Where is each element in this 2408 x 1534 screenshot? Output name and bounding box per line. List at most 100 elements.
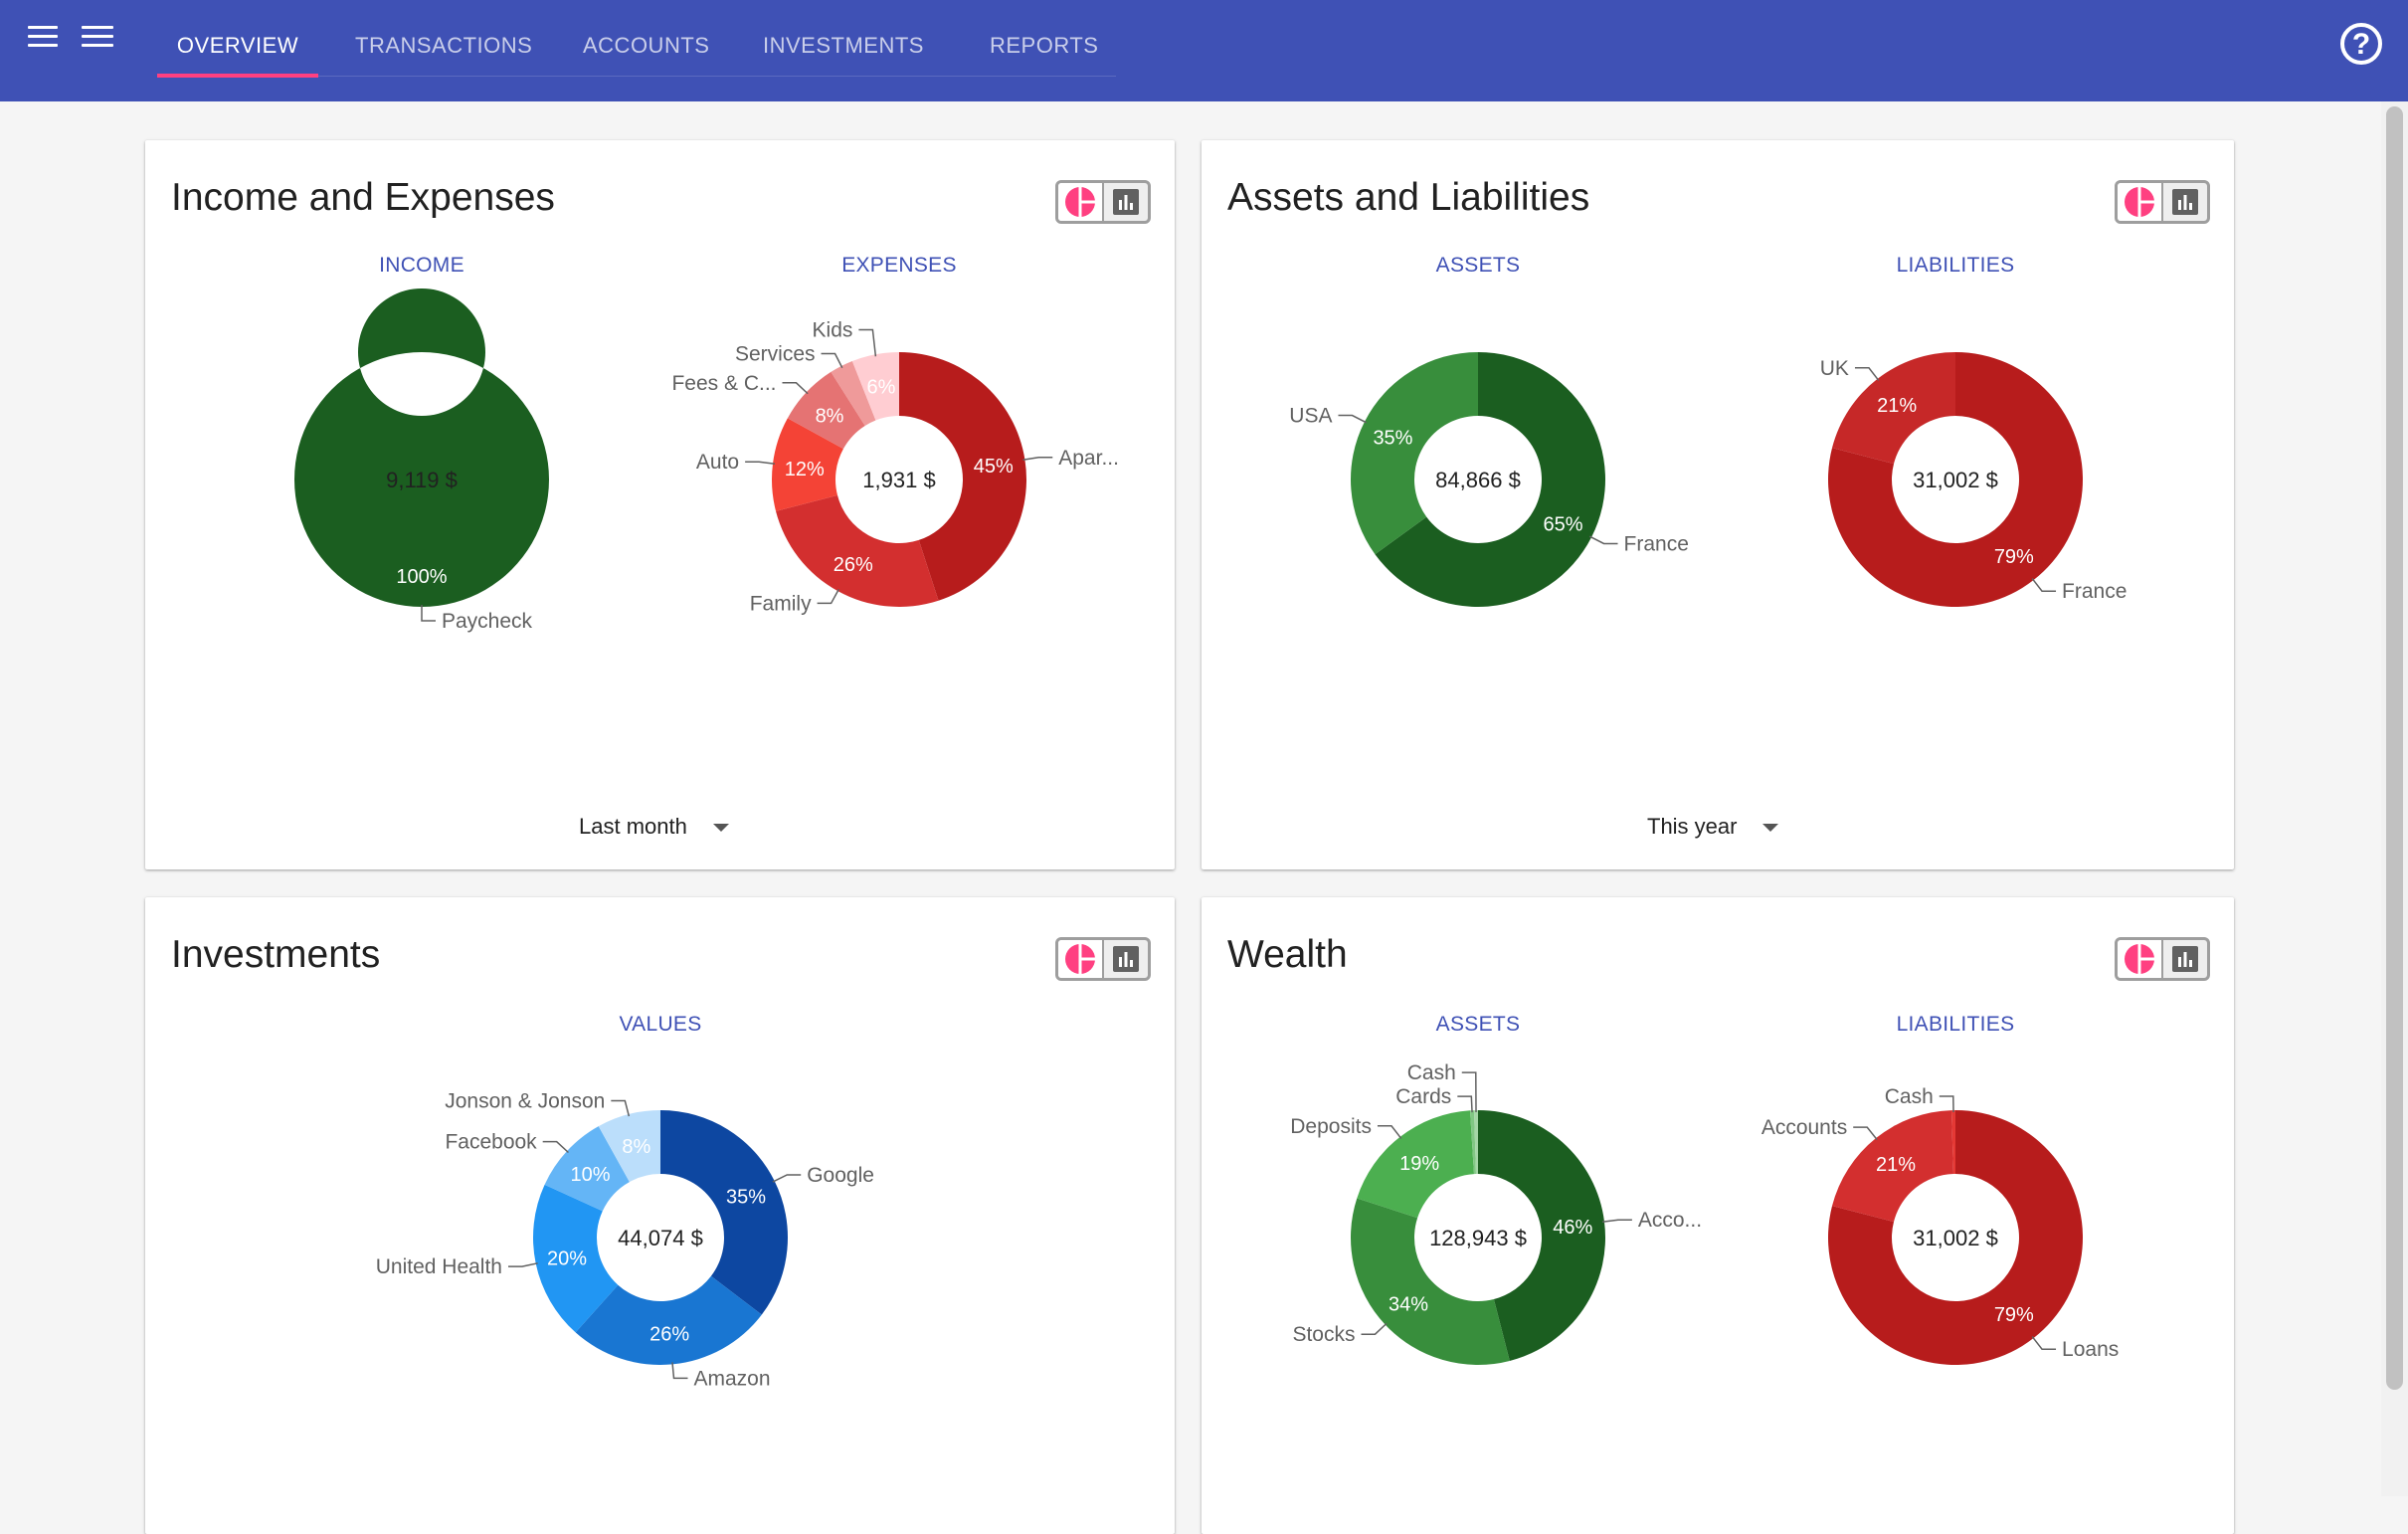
donut-slice-paycheck[interactable] bbox=[293, 288, 549, 607]
donut-slice-family[interactable] bbox=[776, 494, 939, 607]
tab-transactions[interactable]: TRANSACTIONS bbox=[355, 0, 532, 76]
bar-chart-icon[interactable] bbox=[1102, 183, 1148, 221]
liabilities-donut-chart: 79% 21% 31,002 $ France UK bbox=[1820, 352, 2127, 607]
slice-percent-label: 100% bbox=[396, 566, 447, 588]
donut-slice-services[interactable] bbox=[831, 360, 876, 426]
donut-slice-uk[interactable] bbox=[1832, 352, 1955, 465]
donut-slice-cash[interactable] bbox=[1950, 1110, 1955, 1175]
income-expenses-card: Income and Expenses INCOME EXPENSES 100%… bbox=[145, 140, 1175, 869]
scrollbar-thumb[interactable] bbox=[2386, 106, 2403, 1390]
donut-slice-cards[interactable] bbox=[1469, 1110, 1476, 1175]
expenses-label: EXPENSES bbox=[841, 254, 957, 277]
callout-leader-line bbox=[1361, 1322, 1388, 1335]
income-label: INCOME bbox=[379, 254, 464, 277]
menu-icon[interactable] bbox=[82, 26, 113, 52]
bar-chart-icon[interactable] bbox=[2161, 183, 2207, 221]
help-circle-icon[interactable]: ? bbox=[2340, 23, 2382, 65]
slice-callout-label: Deposits bbox=[1290, 1115, 1372, 1138]
slice-callout-label: Google bbox=[807, 1164, 874, 1187]
period-select[interactable]: This year bbox=[1647, 814, 1779, 840]
slice-percent-label: 46% bbox=[1553, 1217, 1592, 1239]
donut-slice-usa[interactable] bbox=[1351, 352, 1478, 555]
slice-percent-label: 6% bbox=[867, 377, 896, 399]
tab-overview[interactable]: OVERVIEW bbox=[157, 0, 318, 78]
donut-slice-kids[interactable] bbox=[851, 352, 899, 421]
tab-reports[interactable]: REPORTS bbox=[990, 0, 1098, 76]
donut-slice-united-health[interactable] bbox=[533, 1184, 619, 1333]
callout-leader-line bbox=[858, 328, 877, 357]
donut-slice-jonson-jonson[interactable] bbox=[598, 1110, 660, 1183]
period-value: This year bbox=[1647, 814, 1738, 839]
callout-leader-line bbox=[1461, 1071, 1477, 1113]
slice-callout-label: Loans bbox=[2062, 1338, 2119, 1361]
donut-center-total: 9,119 $ bbox=[386, 468, 458, 492]
assets-liabilities-card: Assets and Liabilities ASSETS LIABILITIE… bbox=[1202, 140, 2234, 869]
top-app-bar: OVERVIEW TRANSACTIONS ACCOUNTS INVESTMEN… bbox=[0, 0, 2408, 101]
period-select[interactable]: Last month bbox=[579, 814, 729, 840]
pie-chart-icon[interactable] bbox=[2118, 183, 2161, 221]
slice-percent-label: 35% bbox=[726, 1186, 766, 1208]
slice-percent-label: 8% bbox=[622, 1136, 650, 1158]
bar-chart-icon[interactable] bbox=[2161, 940, 2207, 978]
expenses-donut-chart: 45% 26% 12% 8% 6% 1,931 $ Apar... Family Auto Fee… bbox=[671, 318, 1119, 615]
donut-slice-fees-c[interactable] bbox=[787, 371, 865, 450]
slice-callout-label: Cards bbox=[1395, 1085, 1451, 1108]
callout-leader-line bbox=[745, 461, 776, 465]
callout-leader-line bbox=[542, 1140, 569, 1154]
donut-center-total: 44,074 $ bbox=[618, 1226, 703, 1250]
tab-label: OVERVIEW bbox=[176, 33, 299, 58]
donut-slice-auto[interactable] bbox=[772, 418, 843, 511]
slice-callout-label: Amazon bbox=[693, 1367, 770, 1390]
slice-callout-label: Cash bbox=[1407, 1061, 1456, 1084]
tab-accounts[interactable]: ACCOUNTS bbox=[583, 0, 709, 76]
donut-slice-apar[interactable] bbox=[899, 352, 1026, 601]
chart-type-toggle bbox=[2115, 180, 2210, 224]
slice-percent-label: 79% bbox=[1994, 546, 2034, 568]
tab-label: TRANSACTIONS bbox=[355, 33, 533, 58]
donut-slice-acco[interactable] bbox=[1478, 1110, 1605, 1361]
slice-callout-label: USA bbox=[1289, 405, 1332, 428]
slice-callout-label: UK bbox=[1820, 357, 1849, 380]
callout-leader-line bbox=[1588, 535, 1618, 545]
callout-leader-line bbox=[782, 382, 809, 395]
callout-leader-line bbox=[817, 589, 839, 605]
donut-slice-accounts[interactable] bbox=[1832, 1110, 1953, 1223]
slice-callout-label: Paycheck bbox=[442, 610, 533, 633]
slice-percent-label: 34% bbox=[1389, 1294, 1428, 1316]
donut-slice-amazon[interactable] bbox=[575, 1275, 762, 1365]
donut-slice-france[interactable] bbox=[1375, 352, 1605, 607]
donut-slice-facebook[interactable] bbox=[544, 1126, 630, 1212]
donut-slice-cash[interactable] bbox=[1473, 1110, 1478, 1175]
wealth-card: Wealth ASSETS LIABILITIES 46% 34% 19% 128,9… bbox=[1202, 897, 2234, 1534]
pie-chart-icon[interactable] bbox=[1058, 940, 1102, 978]
donut-slice-stocks[interactable] bbox=[1351, 1198, 1510, 1365]
donut-center-total: 84,866 $ bbox=[1435, 468, 1521, 492]
investments-card: Investments VALUES 35% 26% 20% 10% 8% 44,074 … bbox=[145, 897, 1175, 1534]
slice-callout-label: Facebook bbox=[445, 1131, 537, 1154]
callout-leader-line bbox=[671, 1362, 688, 1380]
investments-donut-chart: 35% 26% 20% 10% 8% 44,074 $ Google Amazon United… bbox=[376, 1090, 874, 1391]
dropdown-caret-icon bbox=[1762, 824, 1779, 833]
menu-icon[interactable] bbox=[28, 26, 58, 52]
assets-label: ASSETS bbox=[1435, 254, 1521, 277]
callout-leader-line bbox=[1939, 1095, 1954, 1113]
period-value: Last month bbox=[579, 814, 687, 839]
wealth-liabilities-donut-chart: 79% 21% 31,002 $ Loans Accounts Cash bbox=[1761, 1085, 2119, 1365]
donut-slice-france[interactable] bbox=[1828, 352, 2083, 607]
donut-slice-deposits[interactable] bbox=[1357, 1110, 1474, 1219]
pie-chart-icon[interactable] bbox=[1058, 183, 1102, 221]
pie-chart-icon[interactable] bbox=[2118, 940, 2161, 978]
tab-label: REPORTS bbox=[990, 33, 1099, 58]
slice-percent-label: 35% bbox=[1373, 427, 1412, 449]
slice-callout-label: Cash bbox=[1885, 1085, 1934, 1108]
slice-callout-label: Acco... bbox=[1638, 1209, 1702, 1232]
slice-percent-label: 65% bbox=[1544, 514, 1583, 536]
slice-callout-label: Apar... bbox=[1058, 447, 1119, 470]
tab-investments[interactable]: INVESTMENTS bbox=[763, 0, 924, 76]
bar-chart-icon[interactable] bbox=[1102, 940, 1148, 978]
slice-callout-label: Auto bbox=[696, 451, 739, 474]
donut-slice-google[interactable] bbox=[660, 1110, 789, 1315]
callout-leader-line bbox=[1338, 414, 1368, 424]
donut-slice-loans[interactable] bbox=[1828, 1110, 2083, 1365]
slice-callout-label: Fees & C... bbox=[671, 372, 776, 395]
